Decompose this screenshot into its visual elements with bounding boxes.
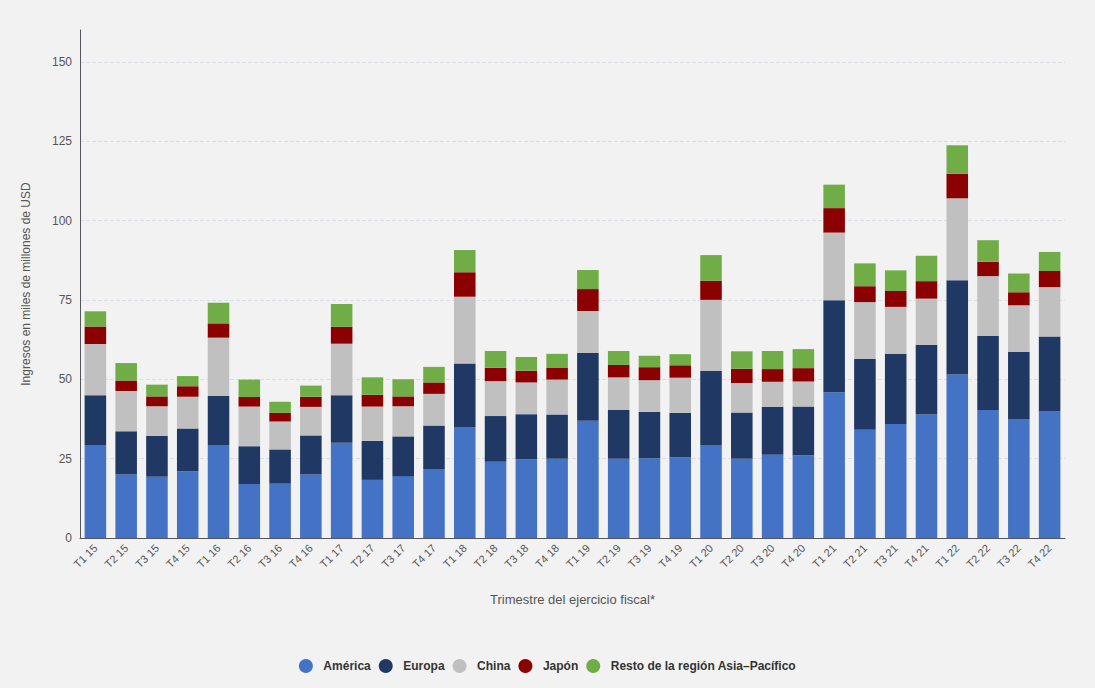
svg-text:T4 20: T4 20	[779, 542, 807, 570]
svg-text:Europa: Europa	[403, 659, 445, 673]
svg-text:T1 15: T1 15	[71, 542, 99, 570]
svg-text:50: 50	[59, 372, 73, 386]
svg-text:25: 25	[59, 452, 73, 466]
svg-text:100: 100	[52, 214, 72, 228]
svg-text:T4 21: T4 21	[902, 542, 930, 570]
svg-text:T1 19: T1 19	[564, 542, 592, 570]
svg-text:T2 22: T2 22	[964, 542, 992, 570]
svg-text:China: China	[477, 659, 511, 673]
svg-text:T4 15: T4 15	[164, 542, 192, 570]
svg-text:Trimestre del ejercicio fiscal: Trimestre del ejercicio fiscal*	[490, 592, 655, 607]
svg-text:T3 21: T3 21	[872, 542, 900, 570]
svg-text:T2 19: T2 19	[595, 542, 623, 570]
svg-text:América: América	[323, 659, 371, 673]
svg-text:T3 20: T3 20	[748, 542, 776, 570]
svg-text:75: 75	[59, 293, 73, 307]
svg-text:Resto de la región Asia–Pacífi: Resto de la región Asia–Pacífico	[611, 659, 796, 673]
svg-text:T4 22: T4 22	[1026, 542, 1054, 570]
svg-text:T1 20: T1 20	[687, 542, 715, 570]
svg-text:T3 17: T3 17	[379, 542, 407, 570]
svg-text:Japón: Japón	[543, 659, 578, 673]
svg-text:T3 19: T3 19	[625, 542, 653, 570]
svg-text:T2 17: T2 17	[348, 542, 376, 570]
svg-text:T2 20: T2 20	[718, 542, 746, 570]
svg-text:T3 15: T3 15	[133, 542, 161, 570]
svg-text:125: 125	[52, 134, 72, 148]
svg-text:0: 0	[65, 531, 72, 545]
svg-text:T4 18: T4 18	[533, 542, 561, 570]
svg-text:T2 16: T2 16	[225, 542, 253, 570]
svg-text:T1 17: T1 17	[318, 542, 346, 570]
svg-text:T2 15: T2 15	[102, 542, 130, 570]
svg-text:T1 18: T1 18	[441, 542, 469, 570]
svg-text:T4 19: T4 19	[656, 542, 684, 570]
svg-text:T3 18: T3 18	[502, 542, 530, 570]
svg-text:T3 16: T3 16	[256, 542, 284, 570]
svg-text:T4 17: T4 17	[410, 542, 438, 570]
svg-text:T2 18: T2 18	[471, 542, 499, 570]
svg-text:Ingresos en miles de millones: Ingresos en miles de millones de USD	[19, 182, 33, 386]
svg-text:T1 16: T1 16	[194, 542, 222, 570]
svg-text:T1 22: T1 22	[933, 542, 961, 570]
svg-text:T2 21: T2 21	[841, 542, 869, 570]
svg-text:T3 22: T3 22	[995, 542, 1023, 570]
svg-text:150: 150	[52, 55, 72, 69]
svg-text:T4 16: T4 16	[287, 542, 315, 570]
svg-text:T1 21: T1 21	[810, 542, 838, 570]
